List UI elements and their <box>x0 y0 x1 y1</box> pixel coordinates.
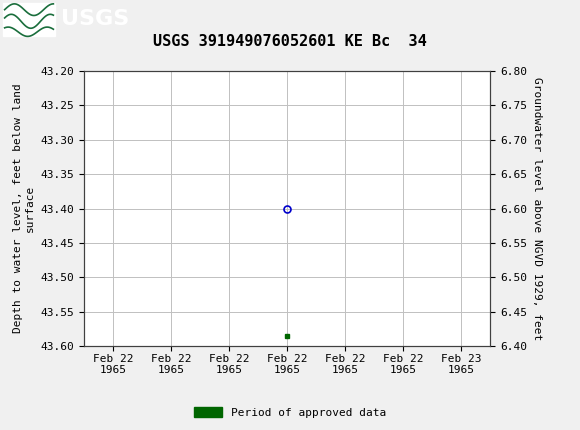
Legend: Period of approved data: Period of approved data <box>190 403 390 422</box>
Y-axis label: Depth to water level, feet below land
surface: Depth to water level, feet below land su… <box>13 84 35 333</box>
Bar <box>3 3 55 36</box>
Text: USGS 391949076052601 KE Bc  34: USGS 391949076052601 KE Bc 34 <box>153 34 427 49</box>
Text: USGS: USGS <box>61 9 129 29</box>
Y-axis label: Groundwater level above NGVD 1929, feet: Groundwater level above NGVD 1929, feet <box>532 77 542 340</box>
